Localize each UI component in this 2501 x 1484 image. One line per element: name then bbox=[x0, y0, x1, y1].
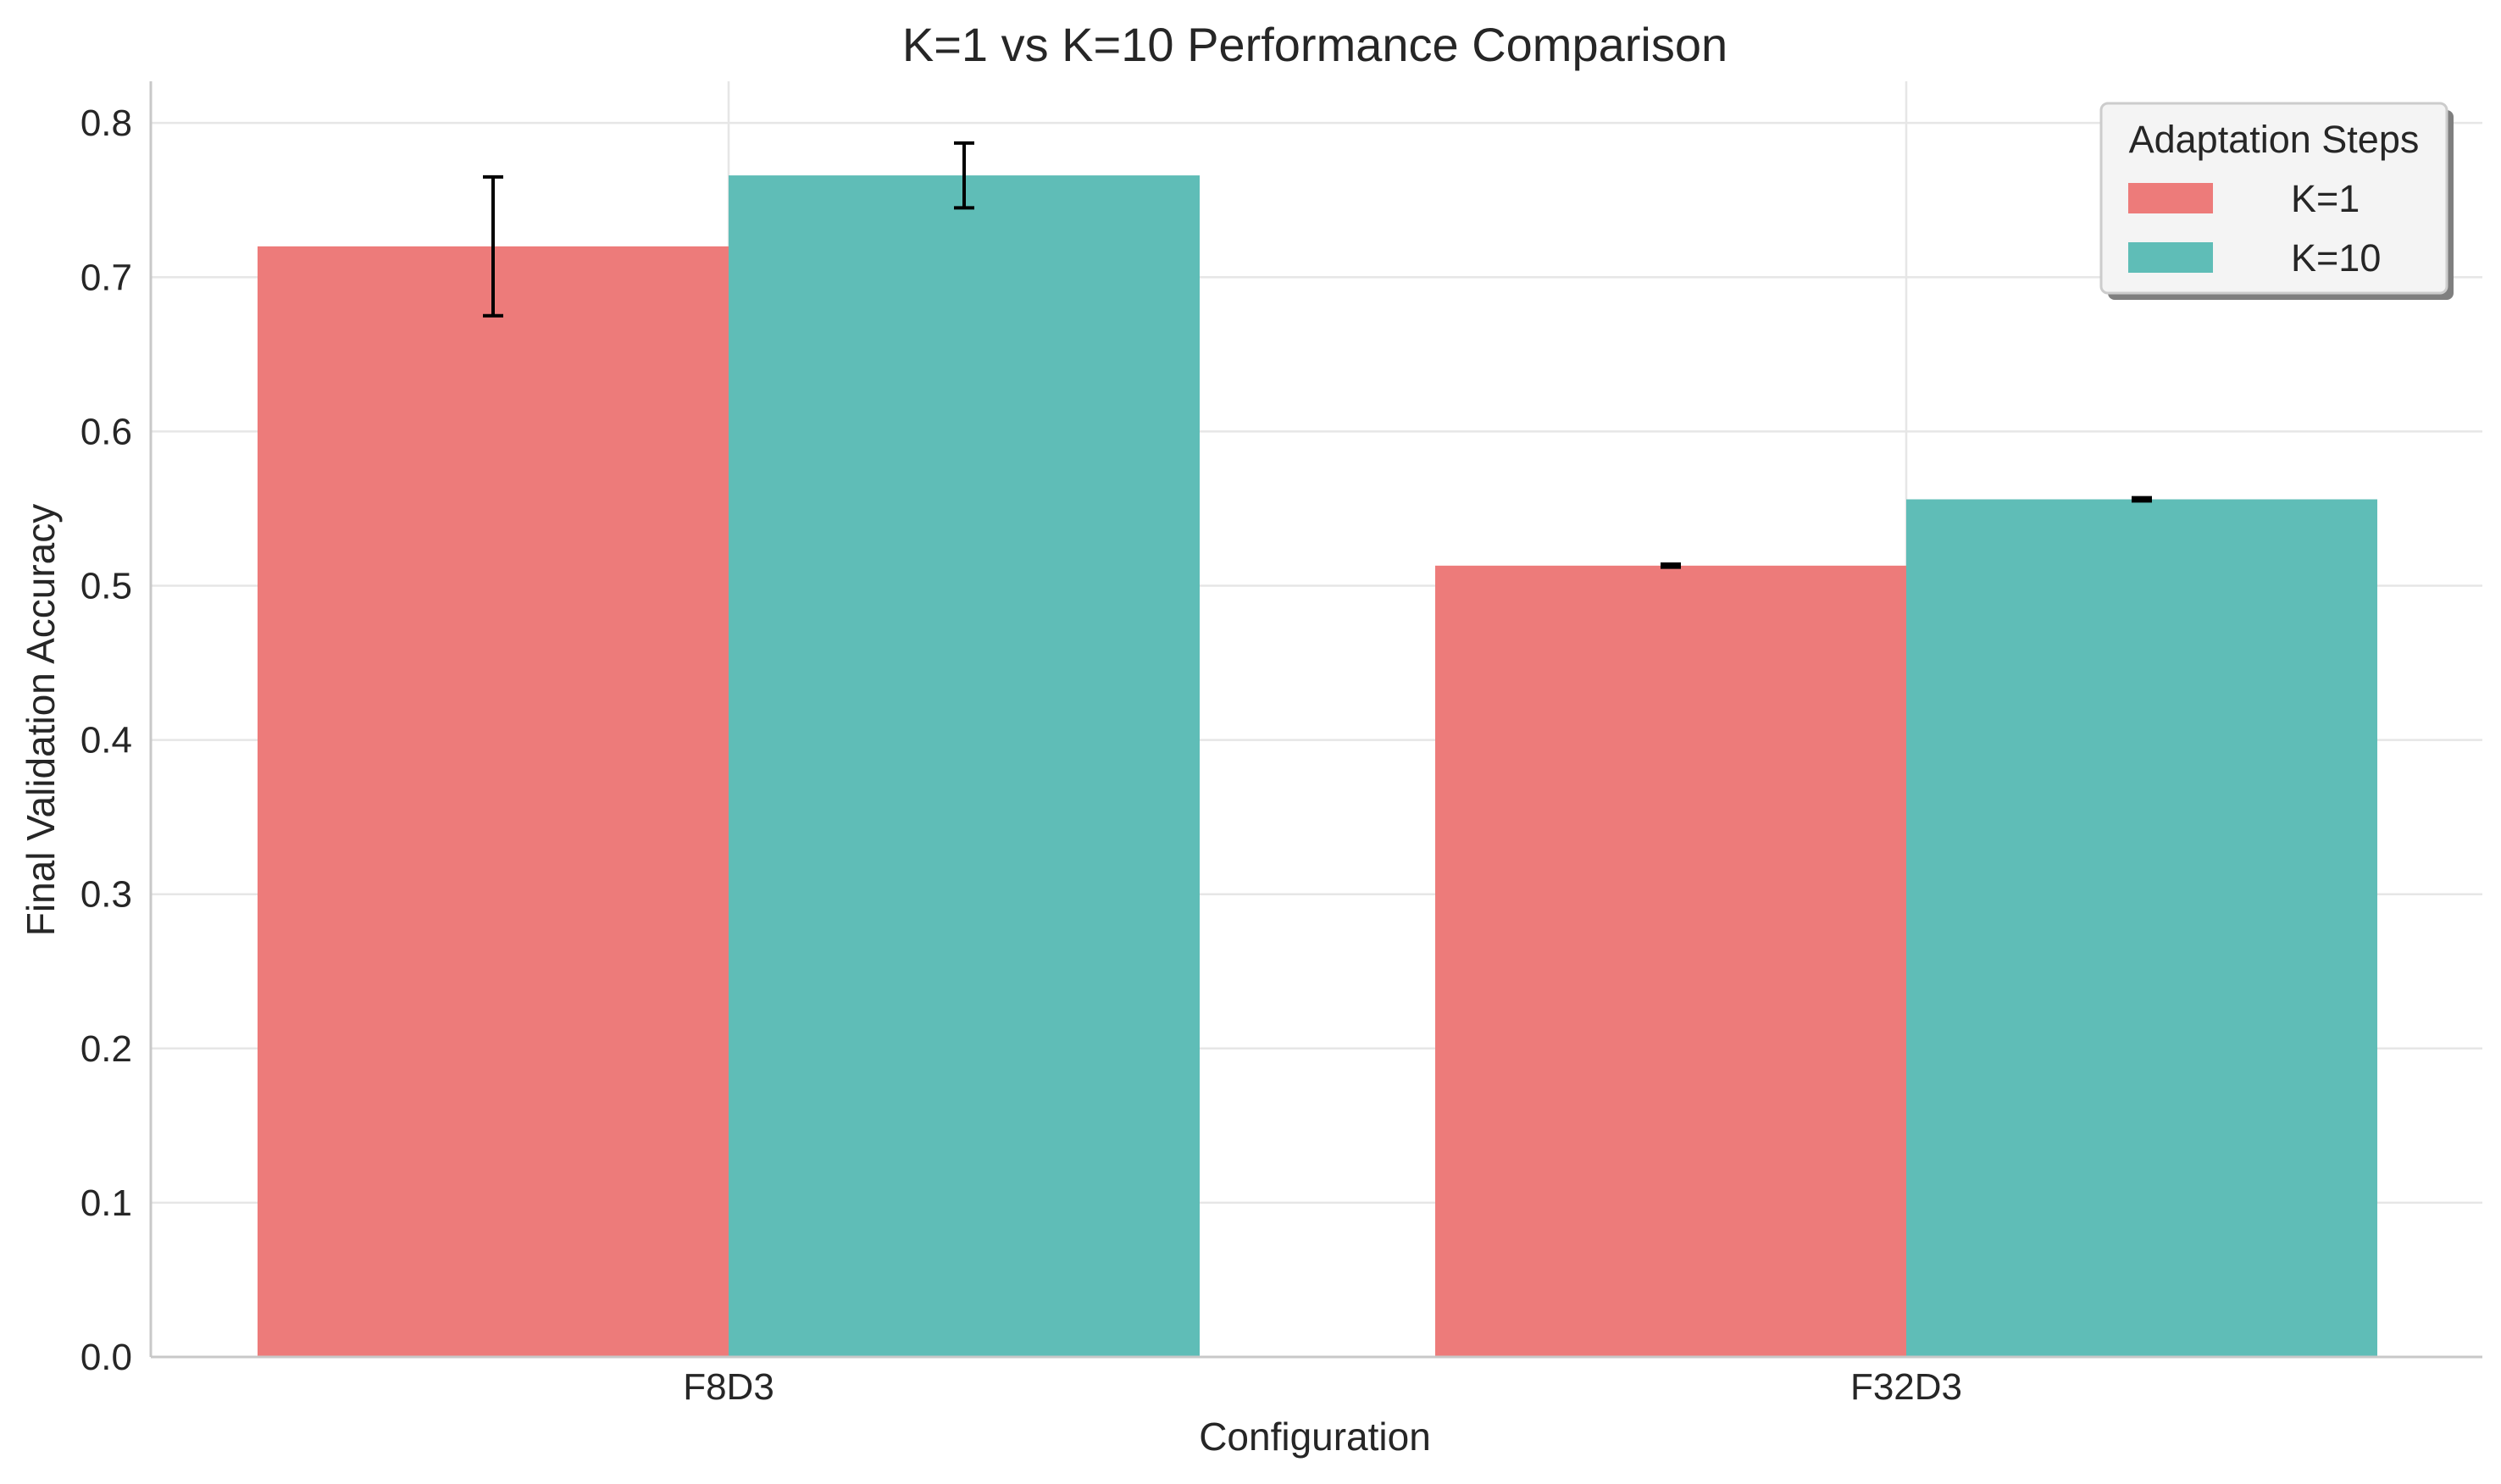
legend-label-k10: K=10 bbox=[2291, 236, 2381, 280]
x-tick-label: F32D3 bbox=[1850, 1366, 1962, 1408]
ticks-layer: 0.0 0.1 0.2 0.3 0.4 0.5 0.6 0.7 0.8 F8D3 F32D3 bbox=[80, 102, 1962, 1408]
y-tick-label: 0.6 bbox=[80, 411, 132, 452]
bars-layer bbox=[258, 175, 2377, 1357]
chart-title: K=1 vs K=10 Performance Comparison bbox=[902, 18, 1727, 71]
axes-layer bbox=[149, 81, 2482, 1359]
legend: Adaptation Steps K=1 K=10 bbox=[2099, 102, 2454, 300]
bar-k1-f32d3 bbox=[1435, 565, 1906, 1357]
legend-title: Adaptation Steps bbox=[2129, 118, 2420, 161]
y-tick-label: 0.8 bbox=[80, 102, 132, 144]
y-tick-label: 0.7 bbox=[80, 257, 132, 298]
y-tick-label: 0.1 bbox=[80, 1182, 132, 1224]
bar-k10-f8d3 bbox=[729, 175, 1200, 1357]
legend-label-k1: K=1 bbox=[2291, 177, 2360, 220]
y-tick-label: 0.4 bbox=[80, 720, 132, 761]
y-tick-label: 0.5 bbox=[80, 565, 132, 606]
errorbar-layer bbox=[483, 141, 2152, 569]
bar-k10-f32d3 bbox=[1906, 499, 2377, 1357]
legend-swatch-k10 bbox=[2128, 242, 2213, 273]
x-axis-title: Configuration bbox=[1199, 1415, 1431, 1459]
y-tick-label: 0.3 bbox=[80, 874, 132, 916]
legend-swatch-k1 bbox=[2128, 183, 2213, 213]
y-axis-title: Final Validation Accuracy bbox=[19, 504, 63, 937]
x-tick-label: F8D3 bbox=[683, 1366, 774, 1408]
y-tick-label: 0.2 bbox=[80, 1028, 132, 1070]
bar-k1-f8d3 bbox=[258, 246, 729, 1357]
y-tick-label: 0.0 bbox=[80, 1337, 132, 1378]
